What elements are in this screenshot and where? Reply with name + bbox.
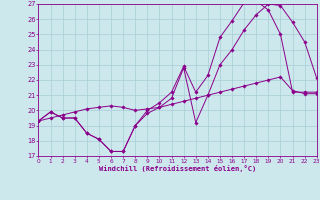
X-axis label: Windchill (Refroidissement éolien,°C): Windchill (Refroidissement éolien,°C) <box>99 165 256 172</box>
